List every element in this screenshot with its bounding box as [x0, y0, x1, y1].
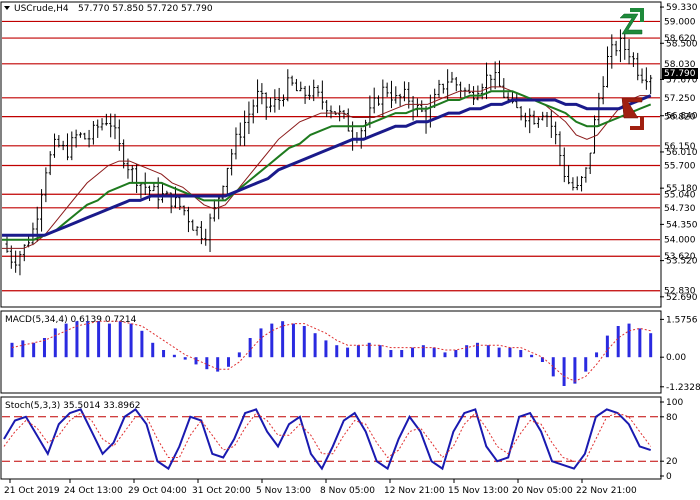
stoch-tick-label: 0 — [666, 472, 672, 482]
level-label: 56.820 — [664, 113, 696, 123]
ma-line-1 — [2, 90, 652, 241]
price-tick-label: 52.690 — [666, 293, 698, 303]
level-label: 54.730 — [664, 204, 696, 214]
arrow-down-icon — [621, 97, 644, 130]
time-label: 12 Nov 21:00 — [384, 486, 445, 496]
price-tick-label: 55.180 — [666, 184, 698, 194]
time-label: 15 Nov 13:00 — [448, 486, 509, 496]
price-tick-label: 53.520 — [666, 257, 698, 267]
stoch-line-1 — [3, 412, 652, 462]
time-label: 31 Oct 20:00 — [192, 486, 251, 496]
level-label: 57.250 — [664, 94, 696, 104]
macd-tick-label: -1.2328 — [666, 383, 700, 393]
price-tick-label: 59.330 — [666, 3, 698, 13]
stoch-panel-frame — [0, 396, 662, 480]
price-tick-label: 58.500 — [666, 39, 698, 49]
price-tick-label: 56.010 — [666, 148, 698, 158]
time-label: 22 Nov 21:00 — [576, 486, 637, 496]
macd-tick-label: 1.5756 — [666, 315, 698, 325]
stoch-tick-label: 80 — [666, 413, 678, 423]
level-label: 59.000 — [664, 17, 696, 27]
current-price-box: 57.790 — [662, 68, 698, 79]
macd-axis: 1.5756 0.00 -1.2328 — [660, 315, 700, 393]
level-label: 53.620 — [664, 252, 696, 262]
time-axis: 21 Oct 2019 24 Oct 13:00 29 Oct 04:00 31 Oc… — [4, 479, 637, 496]
time-label: 20 Nov 05:00 — [512, 486, 573, 496]
level-label: 54.000 — [664, 236, 696, 246]
level-label: 56.150 — [664, 142, 696, 152]
macd-tick-label: 0.00 — [666, 353, 686, 363]
moving-averages — [2, 86, 652, 249]
time-label: 5 Nov 13:00 — [256, 486, 311, 496]
macd-bars — [10, 321, 653, 386]
time-label: 24 Oct 13:00 — [64, 486, 123, 496]
stoch-tick-label: 20 — [666, 457, 678, 467]
level-label: 58.620 — [664, 34, 696, 44]
ma-line-2 — [2, 94, 652, 237]
level-labels: 59.000 58.620 58.030 57.250 56.820 56.150 55.7… — [664, 17, 696, 296]
level-label: 55.700 — [664, 161, 696, 171]
stoch-lines — [3, 408, 652, 471]
stoch-tick-label: 100 — [666, 398, 683, 408]
price-axis: 59.330 58.500 57.670 56.840 56.010 55.180 54.3… — [660, 3, 698, 303]
stoch-axis: 100 80 20 0 — [660, 398, 683, 482]
arrow-up-icon — [619, 8, 644, 35]
time-label: 21 Oct 2019 — [4, 486, 60, 496]
price-tick-label: 57.670 — [666, 76, 698, 86]
price-tick-label: 56.840 — [666, 112, 698, 122]
time-label: 8 Nov 05:00 — [320, 486, 375, 496]
level-label: 55.040 — [664, 190, 696, 200]
header: USCrude,H4 57.770 57.850 57.720 57.790 — [4, 4, 213, 14]
level-label: 52.830 — [664, 287, 696, 297]
stoch-line-0 — [3, 408, 652, 471]
symbol-label: USCrude,H4 — [14, 4, 69, 14]
time-label: 29 Oct 04:00 — [128, 486, 187, 496]
dropdown-arrow-icon[interactable] — [4, 6, 10, 10]
macd-panel-frame — [0, 310, 662, 394]
stoch-header: Stoch(5,3,3) 35.5014 33.8962 — [5, 401, 140, 411]
current-price: 57.790 — [664, 69, 696, 79]
ohlc-label: 57.770 57.850 57.720 57.790 — [78, 4, 213, 14]
stoch-levels — [2, 416, 660, 462]
price-panel-frame — [0, 1, 662, 308]
macd-header: MACD(5,34,4) 0.6139 0.7214 — [5, 315, 137, 325]
level-label: 58.030 — [664, 60, 696, 70]
price-tick-label: 54.350 — [666, 220, 698, 230]
